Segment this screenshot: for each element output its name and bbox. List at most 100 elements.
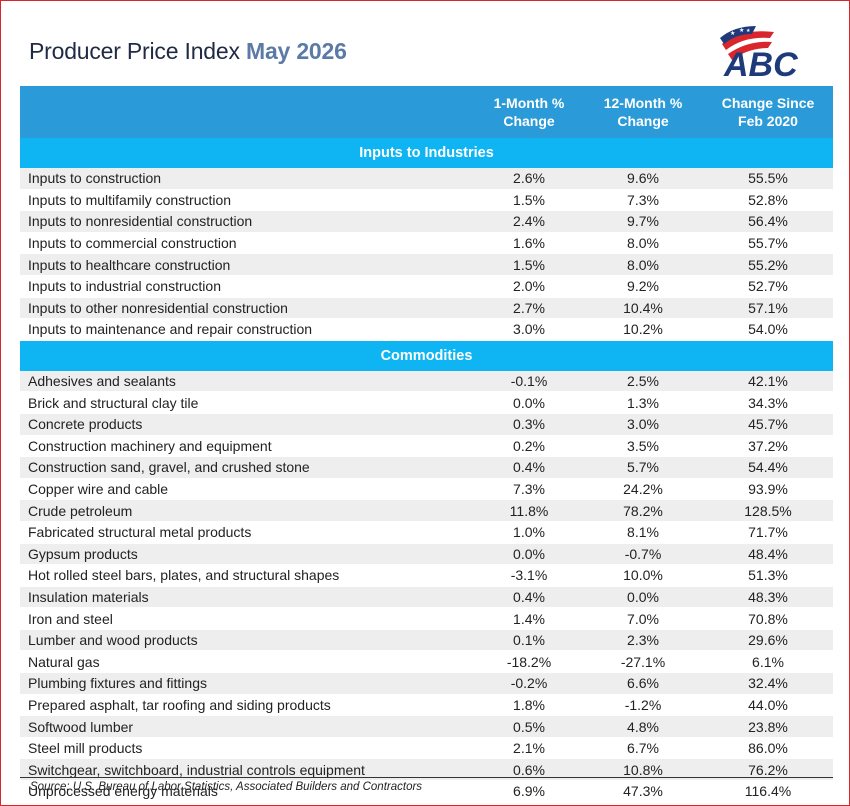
value-12-month: 8.0% <box>583 232 703 255</box>
value-1-month: 1.5% <box>475 253 583 276</box>
table-header-row: 1-Month % Change 12-Month % Change Chang… <box>20 86 833 138</box>
value-1-month: -18.2% <box>475 650 583 674</box>
value-1-month: 1.4% <box>475 607 583 630</box>
value-12-month: 0.0% <box>583 586 703 609</box>
value-12-month: 3.5% <box>583 435 703 458</box>
value-1-month: 7.3% <box>475 478 583 501</box>
value-1-month: -0.1% <box>475 370 583 393</box>
value-since-feb-2020: 6.1% <box>703 650 833 674</box>
value-since-feb-2020: 54.4% <box>703 456 833 479</box>
row-label: Gypsum products <box>20 543 475 566</box>
section-heading: Inputs to Industries <box>20 138 833 168</box>
value-12-month: -27.1% <box>583 650 703 674</box>
abc-logo: ★ ★ ★ ABC <box>720 26 798 82</box>
table-row: Plumbing fixtures and fittings -0.2% 6.6% 3… <box>20 672 833 695</box>
value-since-feb-2020: 57.1% <box>703 297 833 320</box>
row-label: Copper wire and cable <box>20 478 475 501</box>
table-row: Insulation materials 0.4% 0.0% 48.3% <box>20 586 833 609</box>
row-label: Inputs to healthcare construction <box>20 253 475 276</box>
section-commodities: Commodities Adhesives and sealants -0.1% 2… <box>20 340 833 803</box>
value-1-month: 0.0% <box>475 543 583 566</box>
row-label: Natural gas <box>20 650 475 674</box>
value-since-feb-2020: 55.5% <box>703 168 833 190</box>
value-12-month: 9.7% <box>583 210 703 233</box>
value-since-feb-2020: 29.6% <box>703 629 833 652</box>
table-row: Concrete products 0.3% 3.0% 45.7% <box>20 413 833 436</box>
svg-text:★: ★ <box>739 27 744 34</box>
header-1-month: 1-Month % Change <box>475 86 583 138</box>
header-item <box>20 86 475 138</box>
source-note: Source: U.S. Bureau of Labor Statistics,… <box>30 781 423 793</box>
value-1-month: 2.1% <box>475 737 583 760</box>
value-since-feb-2020: 34.3% <box>703 391 833 414</box>
value-12-month: 78.2% <box>583 499 703 522</box>
value-12-month: 24.2% <box>583 478 703 501</box>
row-label: Brick and structural clay tile <box>20 391 475 414</box>
value-since-feb-2020: 52.8% <box>703 189 833 212</box>
value-since-feb-2020: 116.4% <box>703 780 833 803</box>
table-row: Brick and structural clay tile 0.0% 1.3% 34… <box>20 391 833 414</box>
value-12-month: 10.0% <box>583 564 703 587</box>
row-label: Lumber and wood products <box>20 629 475 652</box>
table-row: Crude petroleum 11.8% 78.2% 128.5% <box>20 499 833 522</box>
value-1-month: 11.8% <box>475 499 583 522</box>
table-row: Inputs to maintenance and repair constru… <box>20 318 833 341</box>
svg-text:★: ★ <box>746 28 751 34</box>
value-12-month: 10.4% <box>583 297 703 320</box>
table-row: Iron and steel 1.4% 7.0% 70.8% <box>20 607 833 630</box>
row-label: Switchgear, switchboard, industrial cont… <box>20 758 475 782</box>
value-12-month: 7.0% <box>583 607 703 630</box>
value-12-month: 8.1% <box>583 521 703 544</box>
table-row: Copper wire and cable 7.3% 24.2% 93.9% <box>20 478 833 501</box>
value-1-month: 0.2% <box>475 435 583 458</box>
value-12-month: 9.6% <box>583 168 703 190</box>
value-12-month: 5.7% <box>583 456 703 479</box>
table-row: Inputs to nonresidential construction 2.4… <box>20 210 833 233</box>
header-since-feb-2020: Change Since Feb 2020 <box>703 86 833 138</box>
footer-divider <box>20 777 833 778</box>
value-12-month: 9.2% <box>583 275 703 298</box>
value-12-month: 10.8% <box>583 758 703 782</box>
flag-icon: ★ ★ ★ <box>720 26 774 60</box>
row-label: Softwood lumber <box>20 715 475 738</box>
value-since-feb-2020: 55.2% <box>703 253 833 276</box>
value-since-feb-2020: 44.0% <box>703 694 833 717</box>
value-12-month: 47.3% <box>583 780 703 803</box>
table-row: Natural gas -18.2% -27.1% 6.1% <box>20 650 833 674</box>
value-1-month: -0.2% <box>475 672 583 695</box>
value-1-month: 2.7% <box>475 297 583 320</box>
value-12-month: 3.0% <box>583 413 703 436</box>
table-row: Gypsum products 0.0% -0.7% 48.4% <box>20 543 833 566</box>
row-label: Construction machinery and equipment <box>20 435 475 458</box>
value-since-feb-2020: 48.3% <box>703 586 833 609</box>
table-row: Prepared asphalt, tar roofing and siding… <box>20 694 833 717</box>
row-label: Hot rolled steel bars, plates, and struc… <box>20 564 475 587</box>
row-label: Inputs to multifamily construction <box>20 189 475 212</box>
value-1-month: 0.3% <box>475 413 583 436</box>
value-1-month: 1.8% <box>475 694 583 717</box>
value-1-month: 0.4% <box>475 456 583 479</box>
table-row: Inputs to commercial construction 1.6% 8.0… <box>20 232 833 255</box>
header-12-month: 12-Month % Change <box>583 86 703 138</box>
value-1-month: 6.9% <box>475 780 583 803</box>
row-label: Inputs to commercial construction <box>20 232 475 255</box>
table-row: Inputs to healthcare construction 1.5% 8.0… <box>20 253 833 276</box>
row-label: Prepared asphalt, tar roofing and siding… <box>20 694 475 717</box>
value-12-month: 6.7% <box>583 737 703 760</box>
table-row: Fabricated structural metal products 1.0%… <box>20 521 833 544</box>
row-label: Fabricated structural metal products <box>20 521 475 544</box>
section-heading: Commodities <box>20 340 833 371</box>
value-12-month: 6.6% <box>583 672 703 695</box>
value-since-feb-2020: 54.0% <box>703 318 833 341</box>
table-row: Unprocessed energy materials 6.9% 47.3% 116… <box>20 780 833 803</box>
table-row: Adhesives and sealants -0.1% 2.5% 42.1% <box>20 370 833 393</box>
value-12-month: 1.3% <box>583 391 703 414</box>
title-main: Producer Price Index <box>29 38 240 64</box>
row-label: Inputs to maintenance and repair constru… <box>20 318 475 341</box>
title-month: May 2026 <box>245 38 347 64</box>
row-label: Inputs to construction <box>20 168 475 190</box>
table-row: Construction machinery and equipment 0.2%… <box>20 435 833 458</box>
row-label: Concrete products <box>20 413 475 436</box>
row-label: Unprocessed energy materials <box>20 780 475 803</box>
value-1-month: 2.6% <box>475 168 583 190</box>
